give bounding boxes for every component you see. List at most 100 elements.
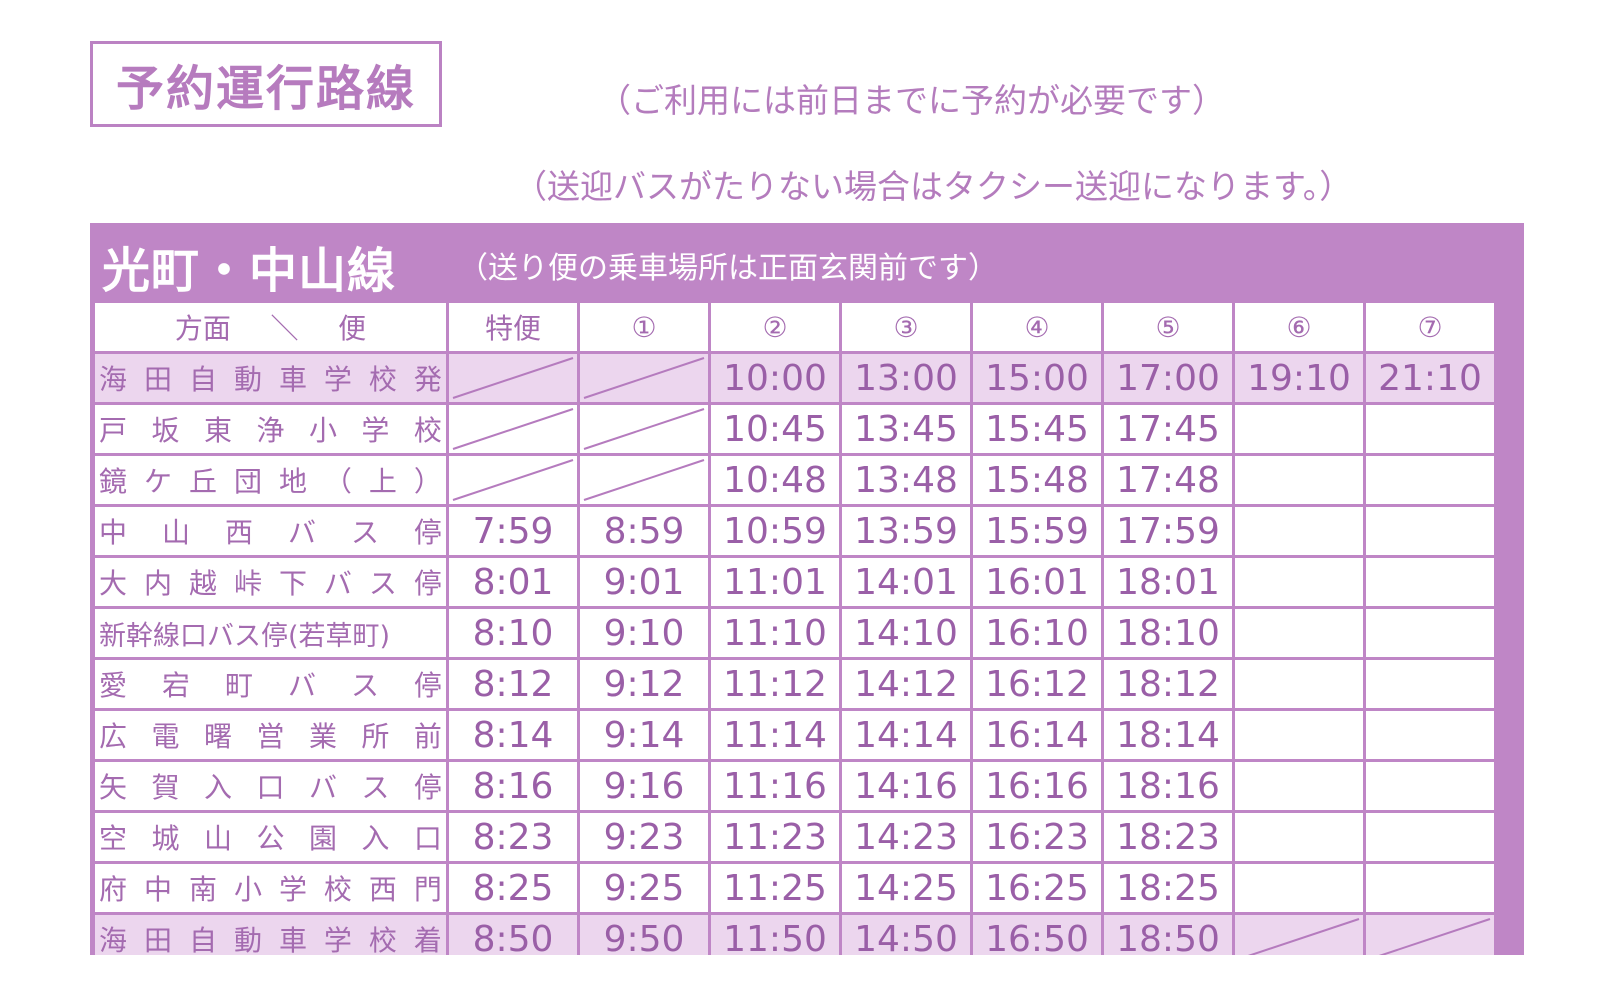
stop-char: （	[323, 465, 352, 498]
trip-header: ②	[711, 303, 839, 351]
time-cell	[1366, 609, 1494, 657]
stop-char: 峠	[233, 567, 262, 600]
no-service-slash	[583, 408, 705, 450]
stop-char: 入	[361, 822, 390, 855]
time-cell: 18:25	[1104, 864, 1232, 912]
time-cell: 16:14	[973, 711, 1101, 759]
time-cell: 14:16	[842, 762, 970, 810]
time-cell: 8:59	[580, 507, 708, 555]
time-cell: 11:16	[711, 762, 839, 810]
stop-char: 中	[143, 873, 172, 906]
time-cell: 18:16	[1104, 762, 1232, 810]
stop-char: 海	[99, 363, 128, 396]
stop-char: 園	[308, 822, 337, 855]
stop-char: 着	[413, 924, 442, 955]
stop-char: バ	[323, 567, 352, 600]
time-cell	[1366, 660, 1494, 708]
time-cell: 11:01	[711, 558, 839, 606]
no-service-cell	[580, 405, 708, 453]
trip-header: ③	[842, 303, 970, 351]
stop-char: 団	[233, 465, 262, 498]
time-cell: 8:23	[449, 813, 577, 861]
no-service-slash	[583, 459, 705, 501]
time-cell: 8:50	[449, 915, 577, 955]
no-service-cell	[449, 354, 577, 402]
stop-char: 戸	[99, 414, 128, 447]
time-cell: 10:48	[711, 456, 839, 504]
stop-char: バ	[287, 516, 316, 549]
stop-char: 山	[161, 516, 190, 549]
trip-header: 特便	[449, 303, 577, 351]
stop-char: 校	[368, 924, 397, 955]
no-service-cell	[1366, 915, 1494, 955]
stop-char: 車	[278, 924, 307, 955]
time-cell: 18:01	[1104, 558, 1232, 606]
trip-header: ①	[580, 303, 708, 351]
stop-char: 口	[256, 771, 285, 804]
stop-char: 山	[203, 822, 232, 855]
stop-char: 動	[233, 363, 262, 396]
stop-name: 海田自動車学校発	[95, 354, 446, 402]
trip-header: ⑤	[1104, 303, 1232, 351]
time-cell: 18:14	[1104, 711, 1232, 759]
time-cell: 13:00	[842, 354, 970, 402]
stop-char: 田	[143, 363, 172, 396]
time-cell: 8:25	[449, 864, 577, 912]
time-cell: 8:12	[449, 660, 577, 708]
stop-char: 中	[99, 516, 128, 549]
time-cell	[1235, 711, 1363, 759]
time-cell: 19:10	[1235, 354, 1363, 402]
stop-char: 東	[203, 414, 232, 447]
time-cell: 14:14	[842, 711, 970, 759]
time-cell: 9:23	[580, 813, 708, 861]
time-cell: 14:12	[842, 660, 970, 708]
time-cell: 11:23	[711, 813, 839, 861]
header-direction-part: 方面	[174, 312, 231, 345]
time-cell: 14:50	[842, 915, 970, 955]
stop-char: 停	[413, 669, 442, 702]
stop-char: ス	[361, 771, 390, 804]
time-cell: 11:50	[711, 915, 839, 955]
stop-char: 停	[413, 771, 442, 804]
time-cell: 8:10	[449, 609, 577, 657]
time-cell	[1235, 864, 1363, 912]
stop-char: 曙	[203, 720, 232, 753]
time-cell: 11:14	[711, 711, 839, 759]
stop-char: 広	[99, 720, 128, 753]
timetable: 光町・中山線 （送り便の乗車場所は正面玄関前です） 方面 ＼ 便 特便 ① ② ③ ④ ⑤ ⑥ ⑦ 海…	[90, 223, 1524, 955]
no-service-slash	[452, 408, 574, 450]
stop-name: 戸坂東浄小学校	[95, 405, 446, 453]
time-cell	[1366, 456, 1494, 504]
stop-char: ス	[350, 516, 379, 549]
time-cell: 11:25	[711, 864, 839, 912]
no-service-cell	[449, 456, 577, 504]
stop-name: 空城山公園入口	[95, 813, 446, 861]
stop-char: 丘	[188, 465, 217, 498]
stop-name: 矢賀入口バス停	[95, 762, 446, 810]
no-service-cell	[580, 354, 708, 402]
time-cell: 16:01	[973, 558, 1101, 606]
time-cell: 21:10	[1366, 354, 1494, 402]
stop-char: 小	[233, 873, 262, 906]
reservation-note: （ご利用には前日までに予約が必要です）	[598, 81, 1225, 120]
stop-char: 坂	[151, 414, 180, 447]
route-name: 光町・中山線	[102, 243, 397, 299]
time-cell: 18:10	[1104, 609, 1232, 657]
time-cell: 18:50	[1104, 915, 1232, 955]
stop-char: 町	[224, 669, 253, 702]
time-cell: 7:59	[449, 507, 577, 555]
time-cell: 15:48	[973, 456, 1101, 504]
stop-char: 南	[188, 873, 217, 906]
stop-char: 田	[143, 924, 172, 955]
no-service-slash	[452, 459, 574, 501]
stop-name: 海田自動車学校着	[95, 915, 446, 955]
trip-header: ④	[973, 303, 1101, 351]
stop-char: 宕	[161, 669, 190, 702]
page-title: 予約運行路線	[90, 41, 442, 127]
time-cell: 14:23	[842, 813, 970, 861]
time-cell: 8:01	[449, 558, 577, 606]
stop-char: 賀	[151, 771, 180, 804]
stop-char: 前	[413, 720, 442, 753]
time-cell: 17:45	[1104, 405, 1232, 453]
stop-char: 電	[151, 720, 180, 753]
